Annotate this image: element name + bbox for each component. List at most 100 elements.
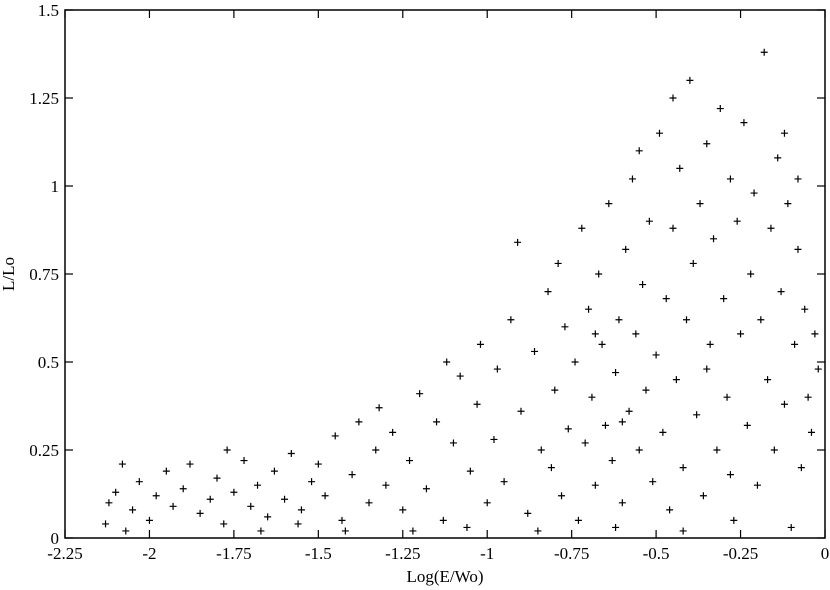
point bbox=[433, 418, 441, 426]
point bbox=[514, 238, 522, 246]
point bbox=[294, 520, 302, 528]
point bbox=[686, 76, 694, 84]
point bbox=[186, 460, 194, 468]
point bbox=[693, 411, 701, 419]
point bbox=[585, 305, 593, 313]
point bbox=[801, 305, 809, 313]
point bbox=[595, 270, 603, 278]
point bbox=[747, 270, 755, 278]
point bbox=[780, 400, 788, 408]
y-tick-label: 0.5 bbox=[38, 353, 59, 372]
point bbox=[713, 446, 721, 454]
point bbox=[753, 481, 761, 489]
point bbox=[558, 492, 566, 500]
point bbox=[406, 457, 414, 465]
point bbox=[615, 316, 623, 324]
point bbox=[669, 224, 677, 232]
point bbox=[814, 365, 822, 373]
point bbox=[230, 488, 238, 496]
point bbox=[118, 460, 126, 468]
point bbox=[112, 488, 120, 496]
point bbox=[723, 393, 731, 401]
point bbox=[206, 495, 214, 503]
point bbox=[605, 200, 613, 208]
point bbox=[807, 428, 815, 436]
point bbox=[220, 520, 228, 528]
point bbox=[439, 516, 447, 524]
point bbox=[703, 140, 711, 148]
point bbox=[612, 523, 620, 531]
point bbox=[618, 499, 626, 507]
point bbox=[683, 316, 691, 324]
x-tick-label: -1.25 bbox=[385, 544, 420, 563]
x-tick-label: -0.5 bbox=[643, 544, 670, 563]
point bbox=[571, 358, 579, 366]
point bbox=[179, 485, 187, 493]
point bbox=[804, 393, 812, 401]
point bbox=[625, 407, 633, 415]
point bbox=[389, 428, 397, 436]
point bbox=[561, 323, 569, 331]
x-tick-label: -2 bbox=[142, 544, 156, 563]
point bbox=[706, 340, 714, 348]
point bbox=[308, 478, 316, 486]
x-tick-label: -0.25 bbox=[723, 544, 758, 563]
point bbox=[551, 386, 559, 394]
point bbox=[409, 527, 417, 535]
point bbox=[618, 418, 626, 426]
point bbox=[129, 506, 137, 514]
point bbox=[669, 94, 677, 102]
point bbox=[281, 495, 289, 503]
point bbox=[493, 365, 501, 373]
point bbox=[544, 288, 552, 296]
x-tick-label: -1 bbox=[480, 544, 494, 563]
y-axis-label: L/Lo bbox=[0, 257, 18, 291]
point bbox=[645, 217, 653, 225]
point bbox=[737, 330, 745, 338]
point bbox=[531, 347, 539, 355]
point bbox=[365, 499, 373, 507]
point bbox=[105, 499, 113, 507]
point bbox=[348, 471, 356, 479]
point bbox=[422, 485, 430, 493]
point bbox=[287, 450, 295, 458]
point bbox=[672, 376, 680, 384]
point bbox=[811, 330, 819, 338]
point bbox=[213, 474, 221, 482]
point bbox=[652, 351, 660, 359]
point bbox=[355, 418, 363, 426]
point bbox=[270, 467, 278, 475]
point bbox=[764, 376, 772, 384]
point bbox=[730, 516, 738, 524]
point bbox=[416, 390, 424, 398]
point bbox=[699, 492, 707, 500]
point bbox=[689, 259, 697, 267]
point bbox=[574, 516, 582, 524]
point bbox=[581, 439, 589, 447]
point bbox=[774, 154, 782, 162]
point bbox=[726, 175, 734, 183]
point bbox=[696, 200, 704, 208]
point bbox=[659, 428, 667, 436]
point bbox=[662, 295, 670, 303]
point bbox=[524, 509, 532, 517]
point bbox=[726, 471, 734, 479]
x-axis-label: Log(E/Wo) bbox=[407, 567, 484, 586]
point bbox=[794, 175, 802, 183]
point bbox=[375, 404, 383, 412]
y-tick-label: 0.75 bbox=[29, 265, 59, 284]
point bbox=[649, 478, 657, 486]
point bbox=[547, 464, 555, 472]
point bbox=[578, 224, 586, 232]
point bbox=[463, 523, 471, 531]
point bbox=[473, 400, 481, 408]
point bbox=[456, 372, 464, 380]
point bbox=[635, 446, 643, 454]
point bbox=[591, 330, 599, 338]
y-tick-label: 1 bbox=[51, 177, 60, 196]
point bbox=[135, 478, 143, 486]
point bbox=[622, 245, 630, 253]
point bbox=[145, 516, 153, 524]
